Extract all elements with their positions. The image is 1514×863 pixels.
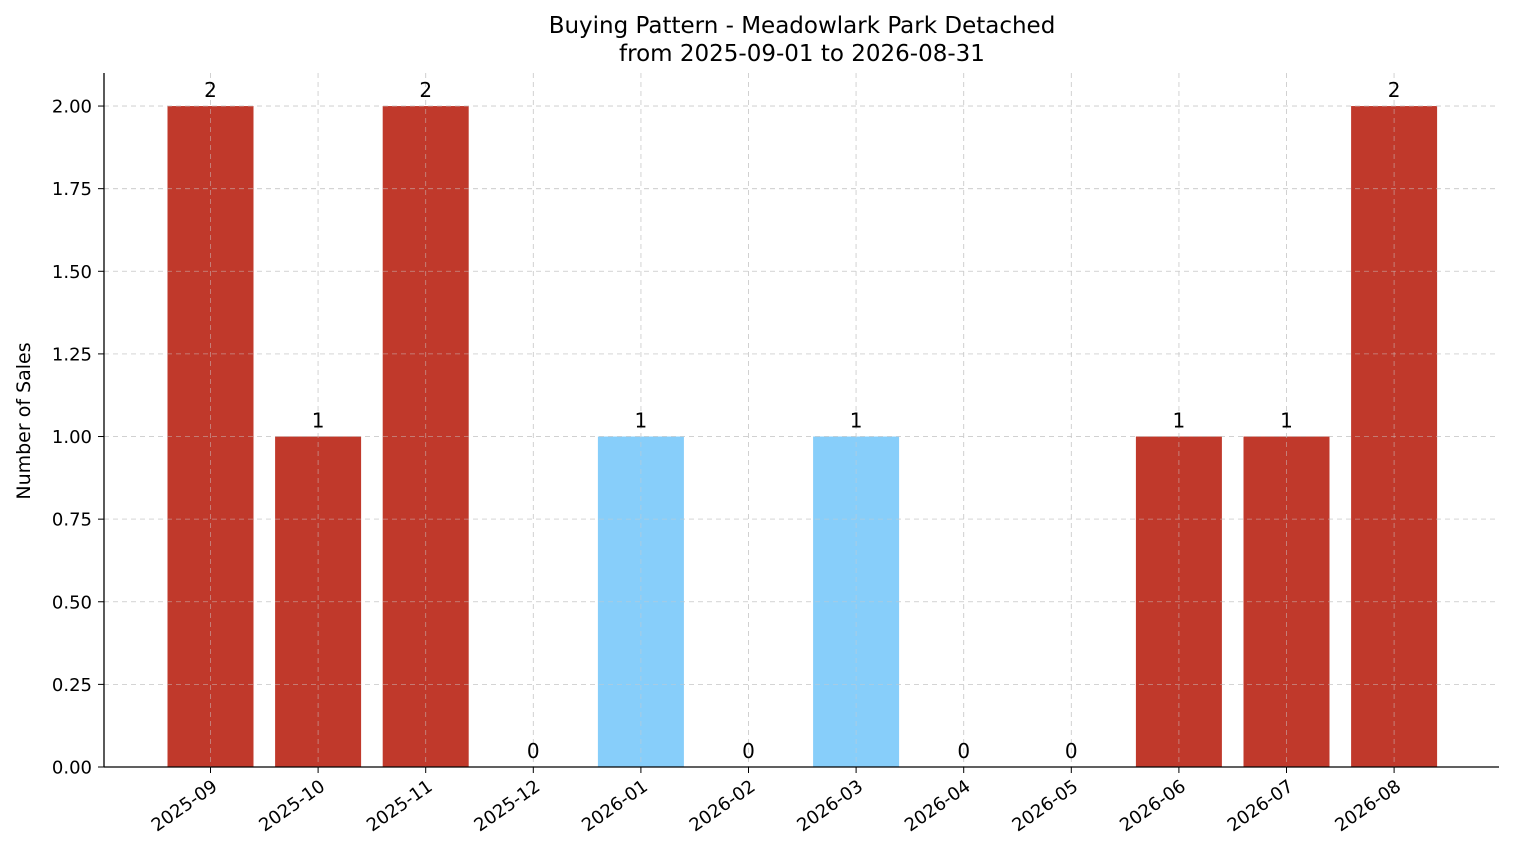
- x-tick-label: 2025-11: [363, 776, 437, 836]
- chart-subtitle: from 2025-09-01 to 2026-08-31: [619, 41, 985, 67]
- chart-title: Buying Pattern - Meadowlark Park Detache…: [549, 13, 1056, 39]
- x-tick-label: 2025-12: [471, 776, 545, 836]
- bar-value-label: 2: [419, 78, 432, 102]
- y-tick-label: 1.50: [52, 262, 92, 283]
- bar-value-label: 1: [312, 409, 325, 433]
- y-tick-label: 0.00: [52, 758, 92, 779]
- y-tick-label: 2.00: [52, 97, 92, 118]
- x-tick-label: 2026-01: [578, 776, 652, 836]
- y-tick-label: 1.25: [52, 344, 92, 365]
- bar-value-label: 0: [527, 739, 540, 763]
- x-tick-label: 2026-03: [793, 776, 867, 836]
- x-tick-label: 2026-05: [1009, 776, 1083, 836]
- y-tick-label: 1.75: [52, 179, 92, 200]
- x-tick-label: 2026-08: [1331, 776, 1405, 836]
- y-tick-label: 0.75: [52, 510, 92, 531]
- bar-value-label: 2: [204, 78, 217, 102]
- x-tick-label: 2025-10: [255, 776, 329, 836]
- x-tick-label: 2026-06: [1116, 776, 1190, 836]
- x-tick-label: 2025-09: [148, 776, 222, 836]
- bar-series: [104, 73, 1499, 768]
- x-tick-label: 2026-02: [686, 776, 760, 836]
- bar-value-label: 1: [1173, 409, 1186, 433]
- bar-value-labels: 2 1 2 0 1 0 1 0 0 1 1 2: [204, 78, 1400, 763]
- bar-value-label: 1: [850, 409, 863, 433]
- bar-value-label: 0: [742, 739, 755, 763]
- bar-value-label: 1: [635, 409, 648, 433]
- x-tick-label: 2026-07: [1224, 776, 1298, 836]
- x-tick-label: 2026-04: [901, 776, 975, 836]
- y-tick-labels: 0.00 0.25 0.50 0.75 1.00 1.25 1.50 1.75 2.00: [52, 97, 92, 779]
- axes: [98, 73, 1499, 773]
- bar-value-label: 0: [1065, 739, 1078, 763]
- y-tick-label: 0.50: [52, 592, 92, 613]
- bar-value-label: 1: [1280, 409, 1293, 433]
- y-tick-label: 0.25: [52, 675, 92, 696]
- x-tick-labels: 2025-09 2025-10 2025-11 2025-12 2026-01 2026-…: [148, 776, 1405, 836]
- bar-value-label: 0: [957, 739, 970, 763]
- y-axis-label: Number of Sales: [13, 342, 35, 499]
- bar-value-label: 2: [1388, 78, 1401, 102]
- y-tick-label: 1.00: [52, 427, 92, 448]
